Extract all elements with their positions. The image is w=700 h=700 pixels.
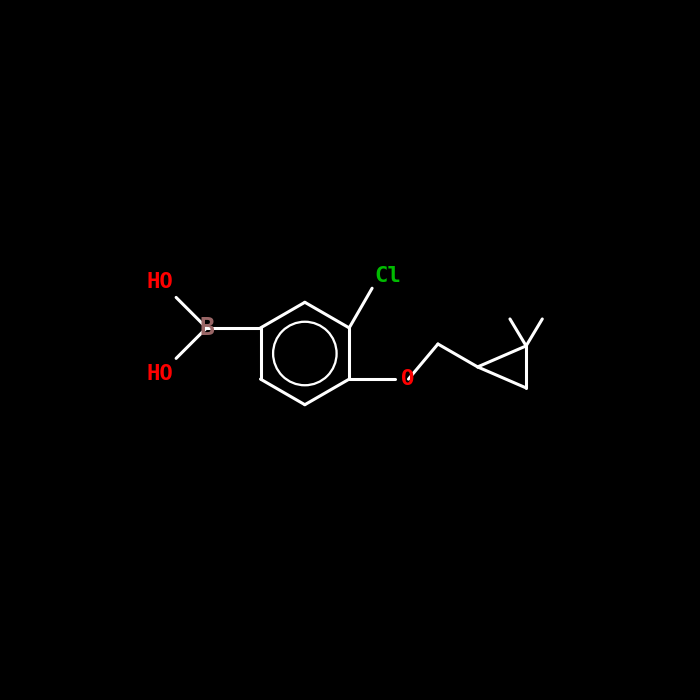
- Text: B: B: [199, 316, 214, 340]
- Text: HO: HO: [147, 272, 174, 292]
- Text: O: O: [402, 369, 415, 389]
- Text: Cl: Cl: [374, 265, 402, 286]
- Text: HO: HO: [147, 364, 174, 384]
